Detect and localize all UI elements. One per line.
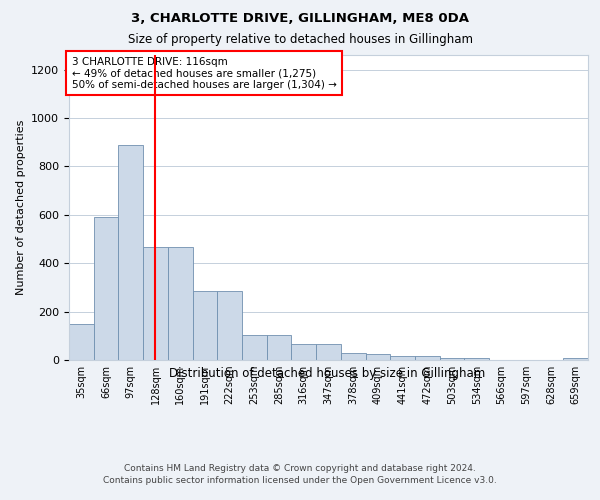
Bar bbox=[143, 248, 168, 360]
Bar bbox=[94, 217, 118, 360]
Bar bbox=[242, 334, 267, 360]
Bar bbox=[440, 358, 464, 360]
Bar bbox=[193, 291, 217, 360]
Bar bbox=[292, 344, 316, 360]
Bar bbox=[267, 334, 292, 360]
Text: Contains HM Land Registry data © Crown copyright and database right 2024.: Contains HM Land Registry data © Crown c… bbox=[124, 464, 476, 473]
Bar bbox=[316, 344, 341, 360]
Bar bbox=[563, 358, 588, 360]
Bar bbox=[390, 356, 415, 360]
Bar bbox=[365, 354, 390, 360]
Bar bbox=[217, 291, 242, 360]
Text: 3 CHARLOTTE DRIVE: 116sqm
← 49% of detached houses are smaller (1,275)
50% of se: 3 CHARLOTTE DRIVE: 116sqm ← 49% of detac… bbox=[71, 56, 337, 90]
Bar bbox=[168, 248, 193, 360]
Bar bbox=[341, 352, 365, 360]
Bar bbox=[415, 356, 440, 360]
Text: Size of property relative to detached houses in Gillingham: Size of property relative to detached ho… bbox=[128, 32, 473, 46]
Text: 3, CHARLOTTE DRIVE, GILLINGHAM, ME8 0DA: 3, CHARLOTTE DRIVE, GILLINGHAM, ME8 0DA bbox=[131, 12, 469, 26]
Bar bbox=[464, 358, 489, 360]
Text: Contains public sector information licensed under the Open Government Licence v3: Contains public sector information licen… bbox=[103, 476, 497, 485]
Y-axis label: Number of detached properties: Number of detached properties bbox=[16, 120, 26, 295]
Bar bbox=[118, 144, 143, 360]
Bar bbox=[69, 324, 94, 360]
Text: Distribution of detached houses by size in Gillingham: Distribution of detached houses by size … bbox=[169, 368, 485, 380]
